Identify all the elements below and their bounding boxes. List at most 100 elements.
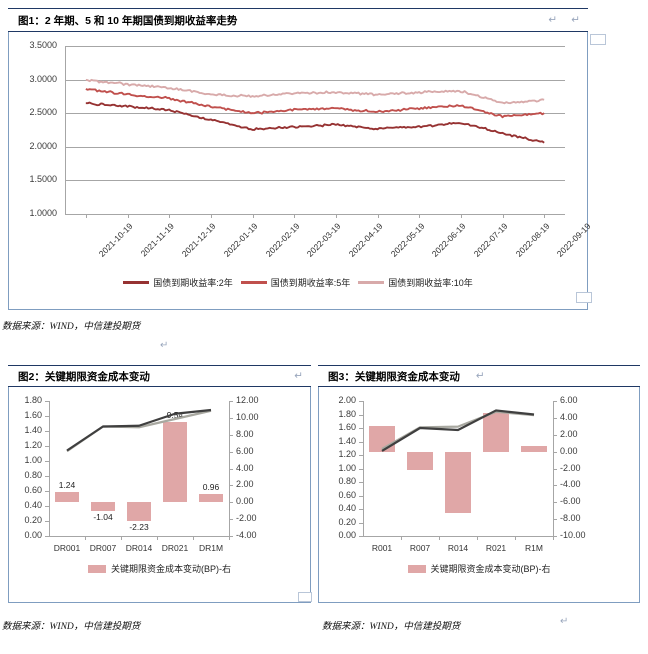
left-axis-tick [45,506,49,507]
legend-label: 国债到期收益率:10年 [388,278,473,288]
figure2-caption: 图2：关键期限资金成本变动 ↵ [8,365,311,387]
x-axis-tick [544,214,546,218]
left-axis-tick-label: 0.80 [24,470,42,480]
figure1-anchor-handle-top[interactable] [590,34,606,45]
series-line [85,88,545,119]
left-axis-tick-label: 0.20 [24,515,42,525]
x-axis-tick [85,214,87,218]
y-axis-tick-label: 1.0000 [29,208,57,218]
x-axis-category-label: R1M [525,543,543,553]
left-axis-tick [359,441,363,443]
right-axis-tick-label: -6.00 [560,496,581,507]
figure1-panel: 图1：2 年期、5 和 10 年期国债到期收益率走势 ↵ ↵ 1.0000 1.5… [8,8,593,310]
y-gridline [65,146,565,148]
x-axis-tick [439,536,440,540]
right-axis-tick [553,536,557,537]
right-axis-tick [229,485,233,487]
right-axis-tick [229,468,233,470]
figure3-caption: 图3：关键期限资金成本变动 ↵ [318,365,640,387]
right-axis-tick [229,502,233,504]
y-gridline [65,214,565,215]
legend-item: 国债到期收益率:2年 [123,276,233,289]
series-line [381,409,535,452]
left-axis-tick [45,521,49,522]
x-axis-tick-label: 2022-06-19 [429,221,468,259]
bar [407,451,433,471]
figure1-plot-lines [85,78,545,144]
x-axis-tick [419,214,421,218]
figure1-chart: 1.0000 1.5000 2.0000 2.5000 3.0000 3.5000 2021… [8,32,593,310]
legend-color-swatch [407,564,426,573]
figure1-anchor-handle-bottom[interactable] [576,292,592,303]
right-axis-tick [229,451,233,453]
left-axis-tick-label: 1.20 [338,449,356,459]
left-axis-tick-label: 1.60 [24,410,42,420]
x-axis-line [49,536,229,537]
x-axis-tick [460,214,462,218]
y-gridline [65,46,565,47]
right-axis-tick [553,434,557,436]
left-axis-tick-label: 1.80 [24,395,42,405]
left-axis-tick [359,401,363,402]
x-axis-tick-label: 2022-05-19 [388,221,427,259]
left-axis-tick [359,455,363,456]
x-axis-tick [210,214,212,218]
right-axis-tick [553,519,557,521]
right-axis-tick-label: 4.00 [560,411,578,422]
figure2-anchor-handle[interactable] [298,592,312,602]
right-axis-tick-label: 2.00 [560,428,578,439]
legend-color-swatch [358,281,385,284]
y-axis-tick-label: 2.5000 [29,107,57,118]
x-axis-category-label: R014 [447,543,469,553]
x-axis-tick [157,536,158,540]
y-axis-tick-label: 3.5000 [29,40,57,50]
figure3-legend: 关键期限资金成本变动(BP)-右 [319,562,639,575]
right-axis-tick-label: -10.00 [560,530,586,540]
series-line [85,78,545,105]
y-axis-line [65,46,66,214]
legend-item: 国债到期收益率:10年 [358,276,473,289]
series-line [85,101,545,144]
y-gridline [65,113,565,115]
left-axis-tick [359,522,363,524]
x-axis-tick-label: 2021-10-19 [96,221,135,259]
legend-label: 国债到期收益率:2年 [153,278,233,288]
left-axis-tick-label: 0.60 [338,489,356,500]
x-axis-category-label: DR007 [89,543,117,553]
right-axis-tick-label: -8.00 [560,513,581,524]
figure1-source: 数据来源：WIND，中信建投期货 [2,322,141,332]
paragraph-mark-icon: ↵ [571,14,580,26]
x-axis-tick-label: 2021-11-19 [138,221,176,259]
left-axis-tick-label: 1.00 [338,462,356,473]
right-axis-tick [553,468,557,470]
figure2-title: 图2：关键期限资金成本变动 [18,370,150,383]
right-axis-tick [229,536,233,537]
left-axis-tick [359,428,363,429]
left-axis-tick [45,476,49,477]
y-axis-tick-label: 3.0000 [29,73,57,84]
bar [163,421,187,503]
left-axis-tick [45,491,49,492]
right-axis-tick [229,401,233,402]
figure2-source: 数据来源：WIND，中信建投期货 [2,622,141,632]
right-axis-tick-label: 6.00 [236,445,254,456]
left-axis-tick-label: 0.60 [24,485,42,495]
x-axis-tick [515,536,516,540]
right-axis-tick-label: -2.00 [560,462,581,473]
x-axis-tick [229,536,230,540]
figure2-plot-lines [66,408,212,453]
figure2-chart: 0.00 0.20 0.40 0.60 0.80 1.00 1.20 1.40 1.60 1.80… [8,387,311,603]
left-axis-tick [45,461,49,462]
x-axis-tick [294,214,296,218]
x-axis-tick-label: 2022-07-19 [471,221,510,259]
left-axis-tick [359,536,363,537]
right-axis-tick-label: -2.00 [236,513,257,524]
y-axis-tick-label: 2.0000 [29,140,57,151]
figure3-panel: 图3：关键期限资金成本变动 ↵ 0.00 0.20 0.40 0.60 0.80 1.00… [318,365,640,603]
left-axis-tick-label: 1.20 [24,440,42,450]
x-axis-category-label: DR014 [125,543,153,553]
x-axis-tick [121,536,122,540]
left-axis-tick-label: 1.00 [24,455,42,465]
bar [199,494,223,503]
paragraph-mark-icon: ↵ [560,616,569,627]
